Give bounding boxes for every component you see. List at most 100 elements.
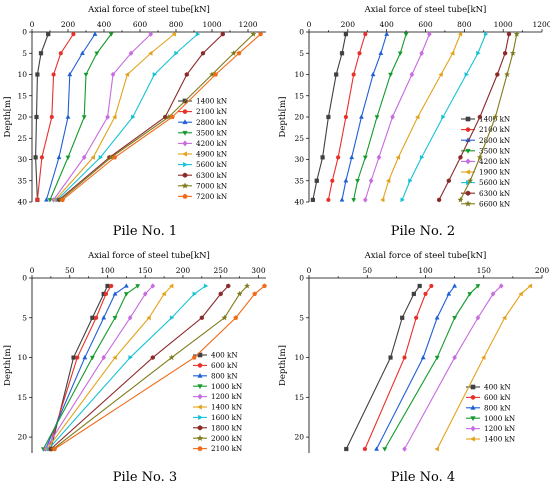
data-point	[351, 72, 356, 77]
legend-marker	[197, 445, 203, 451]
y-axis-title: Depth[m]	[3, 345, 13, 386]
series-10	[52, 283, 267, 452]
data-point	[457, 196, 464, 203]
data-point	[168, 354, 175, 361]
series-4	[40, 284, 141, 452]
data-point	[509, 50, 516, 56]
data-point	[89, 355, 95, 361]
data-point	[358, 114, 364, 119]
data-point	[43, 197, 49, 202]
x-tick-label: 0	[307, 266, 312, 275]
legend-entry: 1400 kN	[466, 435, 515, 444]
legend-marker	[465, 158, 471, 165]
y-tick-label: 25	[17, 134, 27, 143]
data-point	[101, 354, 107, 361]
y-axis-title: Depth[m]	[278, 97, 288, 138]
data-point	[34, 114, 39, 120]
data-point	[343, 114, 348, 120]
data-point	[339, 197, 345, 202]
data-point	[434, 446, 439, 452]
data-point	[236, 50, 242, 56]
x-tick-label: 50	[362, 266, 372, 275]
data-point	[388, 72, 393, 78]
data-point	[124, 72, 130, 77]
legend-marker	[470, 384, 476, 390]
data-point	[334, 72, 339, 77]
data-point	[112, 114, 117, 120]
legend-label: 1900 kN	[479, 168, 510, 177]
data-point	[65, 114, 71, 119]
figure-caption: Pile No. 4	[391, 470, 455, 485]
data-point	[464, 72, 469, 77]
data-point	[218, 291, 223, 297]
data-point	[411, 291, 416, 297]
legend-marker	[197, 363, 203, 368]
x-tick-label: 200	[341, 20, 356, 29]
legend-entry: 4200 kN	[461, 157, 510, 166]
legend-label: 2800 kN	[196, 118, 227, 127]
series-5	[402, 283, 504, 452]
data-point	[402, 355, 407, 360]
data-point	[67, 71, 73, 77]
data-point	[127, 314, 133, 321]
data-point	[452, 316, 458, 321]
x-tick-label: 600	[418, 20, 433, 29]
legend-marker	[182, 172, 188, 178]
data-point	[148, 31, 154, 37]
data-point	[112, 316, 118, 321]
data-point	[409, 71, 415, 78]
legend-marker	[197, 384, 203, 390]
data-point	[498, 283, 504, 289]
series-7	[400, 31, 489, 203]
data-point	[51, 72, 56, 77]
data-point	[148, 50, 153, 56]
data-point	[49, 114, 54, 120]
data-point	[112, 355, 117, 360]
data-point	[527, 283, 533, 289]
data-point	[351, 198, 357, 203]
x-tick-label: 1200	[532, 20, 550, 29]
data-point	[150, 355, 155, 360]
data-point	[199, 315, 204, 321]
legend-entry: 3500 kN	[461, 146, 510, 155]
legend-entry: 600 kN	[466, 393, 511, 402]
legend-entry: 800 kN	[466, 403, 511, 412]
data-point	[400, 315, 405, 320]
data-point	[33, 155, 38, 160]
legend-entry: 2000 kN	[193, 434, 242, 443]
legend-marker	[465, 148, 471, 154]
data-point	[380, 197, 385, 203]
data-point	[417, 283, 422, 289]
legend-marker	[181, 182, 189, 189]
legend-label: 5600 kN	[196, 160, 227, 169]
data-point	[128, 50, 134, 57]
series-4	[47, 32, 114, 203]
data-point	[123, 283, 129, 288]
legend-marker	[196, 434, 204, 442]
data-point	[250, 30, 257, 37]
x-axis-title: Axial force of steel tube[kN]	[364, 251, 487, 261]
legend-entry: 4900 kN	[178, 150, 227, 159]
data-point	[161, 291, 166, 297]
legend-entry: 1400 kN	[461, 115, 510, 124]
data-point	[415, 114, 420, 120]
data-point	[449, 50, 455, 56]
data-point	[169, 315, 175, 321]
legend-marker	[182, 109, 188, 114]
data-point	[103, 291, 109, 297]
chart-panel-4: 0 50 100 150 200 0 5 10 15 20 Axial force of steel…	[278, 251, 549, 485]
y-tick-label: 15	[294, 393, 304, 402]
series-3	[43, 31, 98, 202]
data-point	[81, 154, 87, 161]
data-point	[357, 51, 362, 56]
legend-marker	[182, 193, 188, 199]
series-2	[362, 283, 434, 452]
data-point	[441, 114, 446, 120]
data-point	[314, 178, 319, 183]
x-axis-title: Axial force of steel tube[kN]	[87, 5, 210, 15]
x-tick-label: 50	[65, 266, 75, 275]
data-point	[101, 315, 107, 320]
data-point	[388, 355, 393, 360]
data-point	[123, 292, 129, 297]
data-point	[457, 31, 463, 37]
